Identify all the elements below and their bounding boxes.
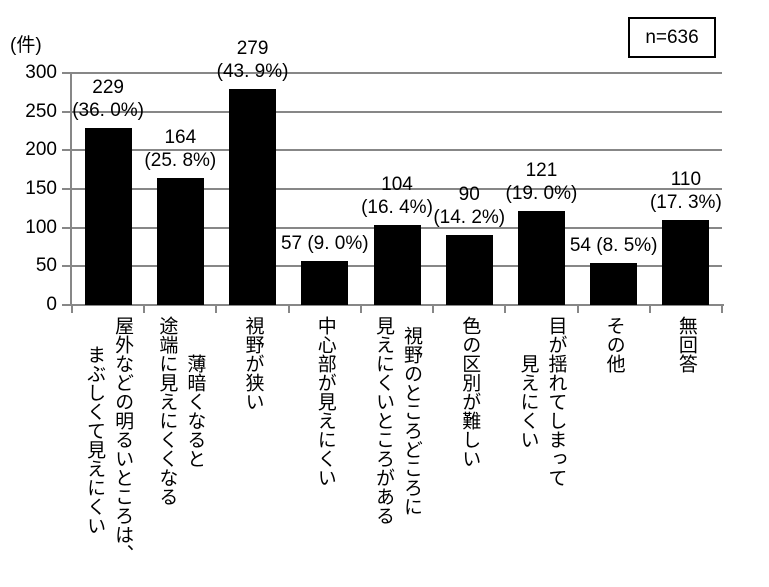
y-tick-mark	[62, 304, 72, 306]
bar-value-label: 54 (8. 5%)	[569, 235, 658, 257]
y-axis-line	[70, 72, 72, 306]
bar	[373, 224, 421, 305]
x-category-label: 視野のところどころに 見えにくいところがある	[373, 316, 422, 525]
bar	[229, 89, 277, 305]
bar	[301, 260, 349, 305]
gridline	[72, 110, 722, 113]
bar	[156, 178, 204, 305]
y-tick-mark	[62, 72, 72, 74]
x-category-label: 無回答	[675, 316, 697, 373]
x-category-label: 薄暗くなると 途端に見えにくくなる	[156, 316, 206, 506]
x-tick-mark	[648, 304, 651, 313]
bar	[590, 263, 638, 305]
bar	[662, 219, 710, 305]
x-tick-mark	[504, 304, 507, 313]
bar	[445, 235, 493, 305]
bar-value-label: 229 (36. 0%)	[72, 76, 145, 121]
y-tick-label: 0	[46, 294, 57, 315]
bar-value-label: 104 (16. 4%)	[361, 173, 433, 218]
x-category-label: 屋外などの明るいところは、 まぶしくて見えにくい	[84, 316, 134, 563]
x-tick-mark	[359, 304, 362, 313]
x-tick-mark	[432, 304, 435, 313]
y-tick-label: 200	[25, 139, 57, 161]
y-tick-label: 50	[35, 255, 57, 277]
y-tick-mark	[62, 188, 72, 190]
x-tick-mark	[721, 304, 723, 313]
gridline	[72, 72, 722, 74]
y-tick-mark	[62, 149, 72, 152]
x-tick-mark	[287, 304, 290, 313]
y-axis-unit-label: (件)	[10, 35, 42, 56]
bar-value-label: 121 (19. 0%)	[505, 160, 578, 205]
bar-value-label: 57 (9. 0%)	[280, 232, 369, 254]
y-tick-label: 250	[25, 100, 57, 122]
y-tick-label: 300	[25, 62, 57, 83]
x-category-label: その他	[603, 316, 625, 373]
y-tick-label: 100	[25, 216, 57, 238]
x-axis-line	[70, 304, 724, 306]
bar-value-label: 164 (25. 8%)	[144, 127, 217, 172]
x-tick-mark	[71, 304, 73, 313]
x-category-label: 視野が狭い	[242, 316, 264, 411]
gridline	[72, 188, 722, 190]
x-category-label: 色の区別が難しい	[459, 316, 481, 468]
y-tick-mark	[62, 265, 72, 268]
y-tick-label: 150	[25, 178, 57, 199]
x-category-label: 目が揺れてしまって 見えにくい	[517, 316, 567, 487]
bar	[84, 127, 132, 305]
bar-value-label: 279 (43. 9%)	[216, 38, 289, 83]
x-tick-mark	[143, 304, 146, 313]
gridline	[72, 149, 722, 152]
y-tick-mark	[62, 226, 72, 229]
bar-value-label: 90 (14. 2%)	[433, 184, 506, 229]
y-tick-mark	[62, 110, 72, 113]
sample-size-box: n=636	[628, 17, 716, 58]
x-category-label: 中心部が見えにくい	[314, 316, 336, 487]
bar	[517, 211, 565, 305]
bar-value-label: 110 (17. 3%)	[649, 168, 722, 213]
x-tick-mark	[215, 304, 218, 313]
x-tick-mark	[576, 304, 579, 313]
